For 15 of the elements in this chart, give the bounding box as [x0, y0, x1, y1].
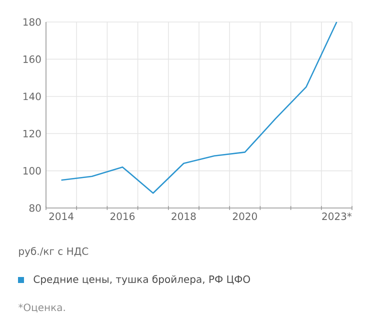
text: *Оценка.	[18, 304, 65, 312]
y-tick-label: 180	[23, 18, 41, 26]
y-tick-label: 80	[29, 204, 41, 212]
x-tick-label: 2014	[49, 212, 74, 220]
x-tick-label: 2018	[172, 212, 196, 220]
y-tick-label: 120	[23, 130, 41, 138]
y-tick-label: 100	[23, 167, 41, 175]
x-tick-label: 2020	[232, 212, 257, 220]
x-tick-label: 2023*	[322, 212, 352, 220]
y-axis-title: руб./кг с НДС	[19, 247, 88, 257]
y-tick-label: 140	[23, 92, 41, 100]
line-series	[60, 21, 338, 194]
y-tick-label: 160	[23, 55, 41, 63]
x-tick-label: 2016	[110, 212, 135, 220]
legend-label: Средние цены, тушка бройлера, РФ ЦФО	[34, 275, 250, 285]
